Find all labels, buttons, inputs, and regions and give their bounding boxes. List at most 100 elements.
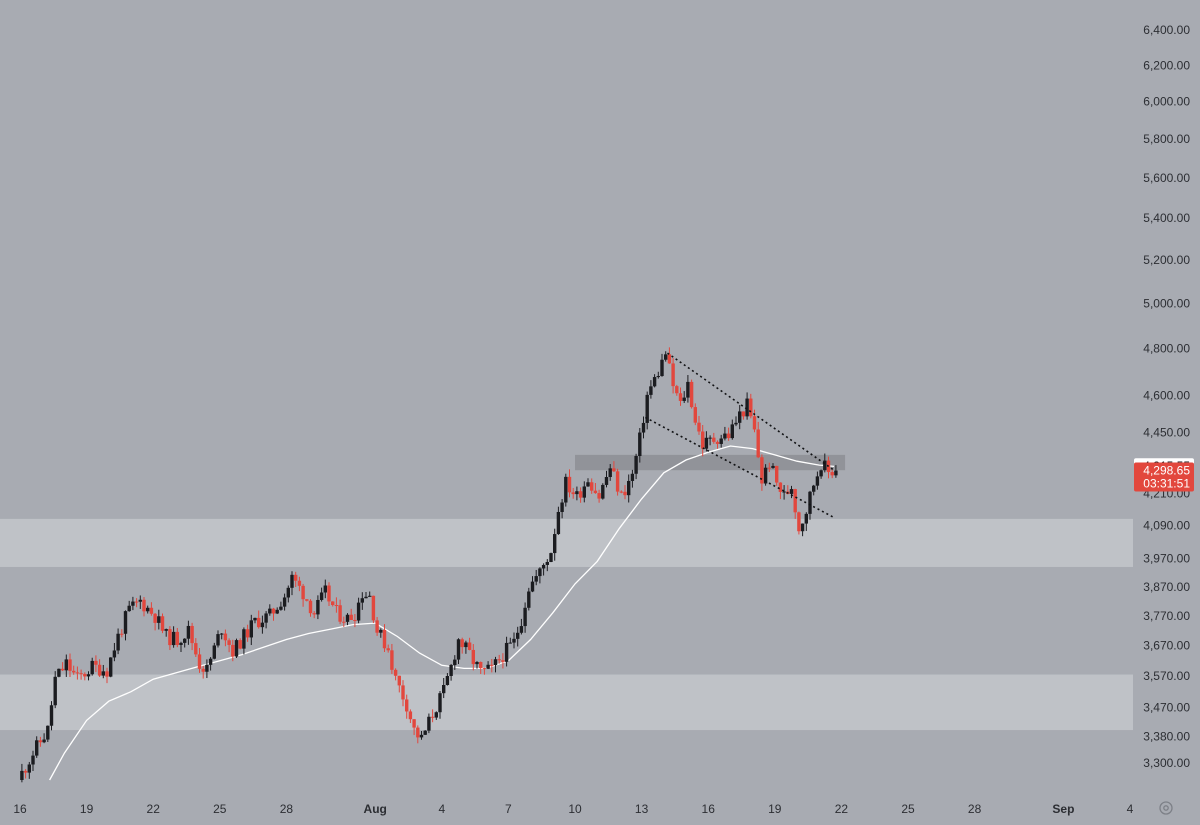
trendline[interactable] — [644, 416, 835, 519]
candle-up — [719, 438, 723, 444]
y-axis[interactable]: 6,400.00 6,200.00 6,000.00 5,800.00 5,600.00… — [1143, 23, 1190, 770]
y-tick-label: 3,770.00 — [1143, 609, 1190, 623]
x-tick-label: 25 — [213, 802, 227, 816]
candle-down — [79, 673, 83, 675]
candle-down — [619, 491, 623, 493]
candle-up — [508, 642, 512, 644]
candle-up — [116, 633, 120, 651]
candle-up — [812, 485, 816, 492]
candle-up — [527, 591, 531, 608]
candle-up — [553, 534, 557, 554]
candle-up — [109, 657, 113, 677]
candle-down — [72, 670, 76, 673]
candle-up — [604, 477, 609, 485]
candle-up — [608, 468, 612, 478]
candle-down — [194, 643, 198, 655]
candle-down — [612, 468, 616, 472]
candle-up — [486, 664, 490, 669]
x-tick-label: 7 — [505, 802, 512, 816]
candle-down — [201, 668, 205, 672]
candle-up — [445, 675, 450, 685]
candle-up — [316, 599, 320, 615]
candle-up — [356, 602, 361, 621]
candle-up — [268, 608, 272, 614]
candle-down — [412, 719, 416, 728]
candle-down — [231, 644, 235, 657]
candle-up — [771, 465, 775, 468]
candle-down — [593, 490, 598, 494]
candle-up — [815, 476, 820, 486]
candle-down — [741, 411, 746, 417]
candle-up — [708, 437, 712, 439]
x-tick-label: 10 — [568, 802, 582, 816]
candle-up — [35, 740, 39, 756]
x-axis[interactable]: 16 19 22 25 28 Aug 4 7 10 13 16 19 22 25 28 Sep 4 — [13, 802, 1133, 816]
candle-down — [353, 619, 357, 621]
candle-up — [541, 564, 546, 569]
candle-up — [656, 376, 660, 378]
trendline[interactable] — [667, 352, 835, 471]
candle-down — [615, 471, 620, 492]
candle-up — [364, 596, 368, 599]
candle-down — [386, 648, 390, 651]
candle-down — [371, 595, 376, 621]
gear-icon[interactable] — [1159, 801, 1173, 815]
y-tick-label: 3,670.00 — [1143, 639, 1190, 653]
candle-down — [571, 492, 575, 495]
candle-down — [97, 664, 102, 676]
candle-up — [704, 437, 709, 449]
y-tick-label: 5,400.00 — [1143, 211, 1190, 225]
candle-up — [789, 489, 794, 494]
candle-down — [334, 605, 339, 607]
candle-up — [275, 609, 279, 614]
candle-up — [64, 659, 68, 671]
candle-up — [808, 491, 812, 514]
candle-up — [800, 523, 805, 532]
moving-average-layer — [49, 445, 835, 781]
candle-up — [146, 607, 150, 612]
candle-up — [345, 614, 350, 622]
candle-up — [208, 658, 213, 665]
candle-up — [652, 377, 657, 387]
candle-down — [68, 659, 72, 671]
candle-down — [701, 431, 705, 449]
candle-up — [823, 460, 827, 471]
candle-up — [379, 629, 383, 633]
candle-up — [664, 354, 668, 360]
y-tick-label: 5,200.00 — [1143, 253, 1190, 267]
candle-down — [460, 639, 464, 648]
candle-up — [634, 455, 638, 474]
candle-down — [775, 465, 779, 483]
candle-up — [730, 424, 734, 439]
candle-up — [641, 422, 646, 433]
y-tick-label: 3,470.00 — [1143, 701, 1190, 715]
candle-up — [660, 359, 664, 377]
candle-up — [564, 476, 568, 503]
candle-up — [449, 665, 453, 676]
candle-up — [534, 576, 538, 582]
candle-down — [749, 398, 753, 417]
candle-up — [27, 764, 31, 773]
current-price-label: 4,298.65 — [1143, 464, 1190, 478]
x-tick-label: 19 — [80, 802, 94, 816]
x-tick-label: 28 — [280, 802, 294, 816]
candle-up — [90, 660, 94, 675]
candle-down — [597, 493, 601, 499]
candle-up — [131, 601, 135, 606]
candle-down — [401, 685, 405, 700]
candle-up — [42, 739, 46, 743]
candle-up — [86, 674, 91, 677]
candle-down — [501, 660, 505, 662]
candle-up — [442, 684, 446, 694]
x-tick-label: 4 — [1127, 802, 1134, 816]
candle-up — [138, 599, 142, 602]
candle-down — [271, 608, 276, 614]
candle-up — [212, 645, 216, 659]
candle-up — [834, 470, 838, 476]
candle-down — [416, 727, 420, 738]
x-tick-label: 25 — [901, 802, 915, 816]
candle-down — [83, 673, 87, 677]
